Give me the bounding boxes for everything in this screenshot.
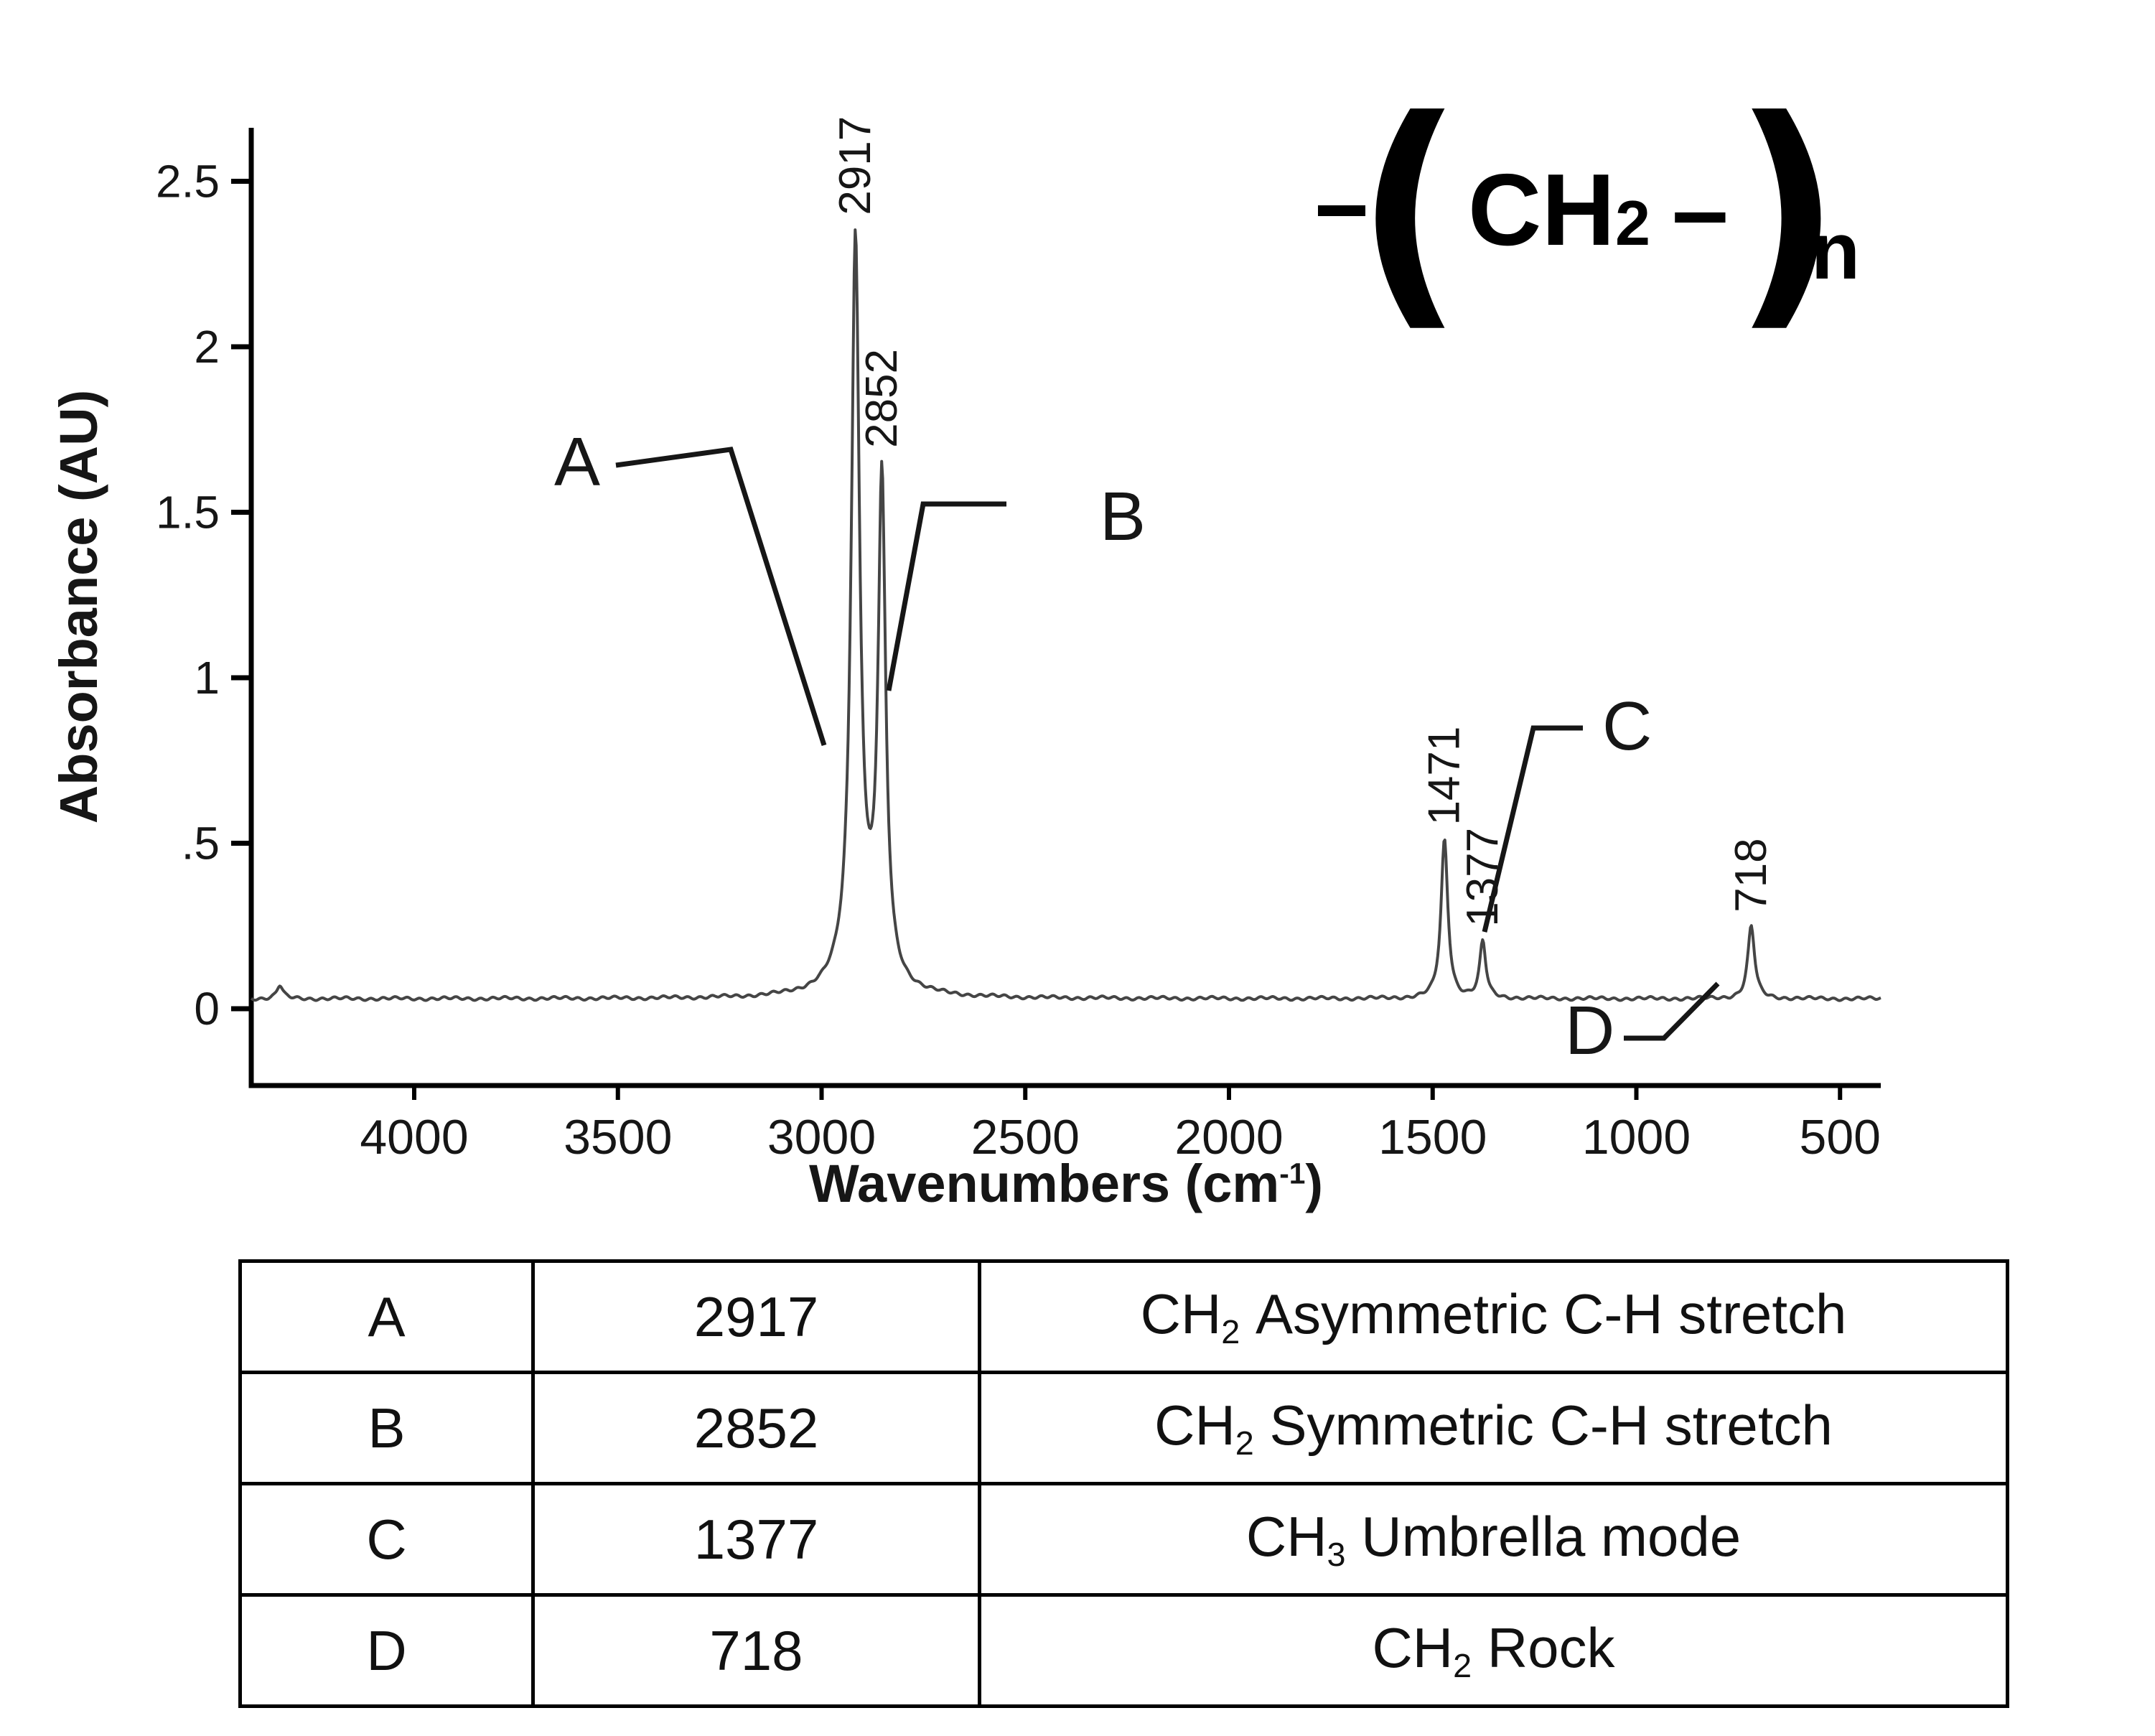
peak-letter-cell: D xyxy=(238,1593,535,1708)
ch2-group-text: CH xyxy=(1467,153,1615,267)
annotation-leader-line xyxy=(1624,981,1720,1041)
peak-assignment-table: A 2917 CH2 Asymmetric C-H stretch B 2852 CH2 … xyxy=(238,1259,2009,1708)
peak-wavenumber-label: 2852 xyxy=(857,349,907,448)
peak-letter-cell: B xyxy=(238,1371,535,1485)
peak-assignment-cell: CH2 Asymmetric C-H stretch xyxy=(978,1259,2009,1374)
x-tick-label: 2500 xyxy=(971,1110,1080,1165)
x-tick-label: 500 xyxy=(1800,1110,1881,1165)
y-axis-title-text: Absorbance (AU) xyxy=(49,389,108,824)
assignment-table-body: A 2917 CH2 Asymmetric C-H stretch B 2852 CH2 … xyxy=(238,1259,2009,1708)
peak-annotation-letter: B xyxy=(1100,478,1146,555)
peak-assignment-cell: CH3 Umbrella mode xyxy=(978,1482,2009,1597)
repeat-subscript-n: n xyxy=(1810,206,1861,296)
peak-wavenumber-label: 2917 xyxy=(831,116,880,215)
x-axis-title-text: Wavenumbers (cm xyxy=(808,1154,1280,1213)
x-tick-label: 1500 xyxy=(1378,1110,1487,1165)
x-axis-title-close: ) xyxy=(1305,1154,1324,1213)
peak-wavenumber-label: 1471 xyxy=(1420,727,1469,826)
peak-assignment-cell: CH2 Symmetric C-H stretch xyxy=(978,1371,2009,1485)
table-row: B 2852 CH2 Symmetric C-H stretch xyxy=(238,1371,2009,1485)
peak-assignment-cell: CH2 Rock xyxy=(978,1593,2009,1708)
x-tick-label: 1000 xyxy=(1582,1110,1691,1165)
spectrum-curve xyxy=(250,228,1881,1002)
y-tick-label: 2.5 xyxy=(156,156,220,207)
annotation-leader-line xyxy=(1482,725,1583,933)
x-tick-label: 4000 xyxy=(360,1110,468,1165)
y-tick-label: .5 xyxy=(182,818,220,869)
peak-annotation-letter: C xyxy=(1602,688,1652,765)
peak-wavenumber-cell: 718 xyxy=(531,1593,981,1708)
peak-letter-cell: C xyxy=(238,1482,535,1597)
annotation-leader-line xyxy=(886,501,1006,691)
peak-wavenumber-cell: 2852 xyxy=(531,1371,981,1485)
peak-annotation-letter: D xyxy=(1565,992,1614,1069)
ch2-group: CH 2– xyxy=(1468,151,1729,269)
peak-wavenumber-label: 718 xyxy=(1726,838,1776,912)
ch2-group-subscript: 2 xyxy=(1614,187,1650,258)
peak-letter-cell: A xyxy=(238,1259,535,1374)
x-axis-title-sup: -1 xyxy=(1279,1157,1306,1190)
peak-wavenumber-cell: 1377 xyxy=(531,1482,981,1597)
inner-bond-dash: – xyxy=(1671,153,1729,267)
spectrum-chart: 0 .5 1 1.5 2 2.5 4000 3500 3000 2500 2000 1500 1000 5… xyxy=(48,87,1881,1214)
peak-wavenumber-cell: 2917 xyxy=(531,1259,981,1374)
y-axis-title: Absorbance (AU) xyxy=(48,176,110,1037)
y-tick-label: 1 xyxy=(194,652,220,704)
x-tick-label: 3500 xyxy=(564,1110,672,1165)
bond-dash xyxy=(1318,205,1365,216)
peak-annotation-letter: A xyxy=(554,424,600,500)
table-row: A 2917 CH2 Asymmetric C-H stretch xyxy=(238,1259,2009,1374)
annotation-leader-line xyxy=(615,447,827,747)
open-paren: ( xyxy=(1355,67,1464,354)
y-tick-label: 2 xyxy=(194,321,220,373)
close-paren: ) xyxy=(1732,67,1841,354)
x-tick-label: 3000 xyxy=(767,1110,876,1165)
spectrum-plot: 0 .5 1 1.5 2 2.5 4000 3500 3000 2500 2000 1500 1000 5… xyxy=(156,116,1881,1165)
x-tick-label: 2000 xyxy=(1174,1110,1283,1165)
x-axis-title: Wavenumbers (cm-1) xyxy=(635,1153,1497,1214)
y-tick-label: 1.5 xyxy=(156,487,220,538)
table-row: C 1377 CH3 Umbrella mode xyxy=(238,1482,2009,1597)
polymer-repeat-unit-formula: ( CH 2– ) n xyxy=(1318,87,1861,334)
table-row: D 718 CH2 Rock xyxy=(238,1593,2009,1708)
y-tick-label: 0 xyxy=(194,983,220,1035)
